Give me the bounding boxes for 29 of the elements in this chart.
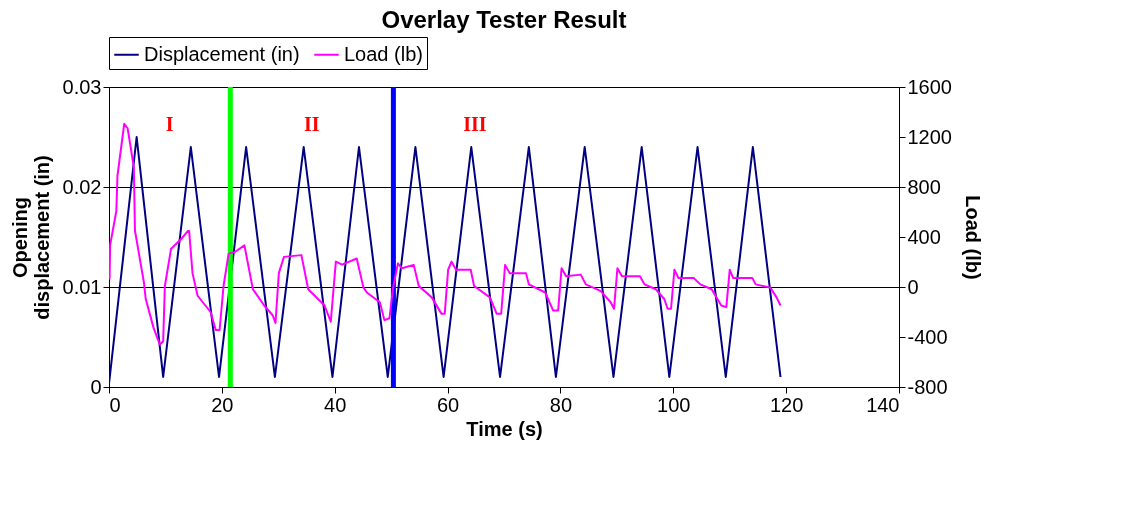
y-tick-label: 0.03 bbox=[62, 75, 102, 98]
annotation: III bbox=[463, 113, 487, 135]
x-axis-title: Time (s) bbox=[466, 417, 543, 440]
x-tick-label: 20 bbox=[211, 393, 234, 416]
y-tick-label: 0.01 bbox=[62, 275, 102, 298]
x-tick-label: 140 bbox=[866, 393, 900, 416]
x-tick-label: 40 bbox=[324, 393, 347, 416]
legend-label: Displacement (in) bbox=[144, 42, 300, 65]
y-tick-label: 0.02 bbox=[62, 175, 102, 198]
annotation: I bbox=[165, 113, 174, 135]
y2-tick-label: 0 bbox=[907, 275, 919, 298]
y2-tick-label: -800 bbox=[907, 375, 948, 398]
x-tick-label: 0 bbox=[109, 393, 121, 416]
x-tick-label: 80 bbox=[549, 393, 573, 416]
x-tick-label: 100 bbox=[657, 393, 691, 416]
y2-tick-label: 800 bbox=[907, 175, 941, 198]
chart-title: Overlay Tester Result bbox=[381, 5, 627, 33]
line-series bbox=[109, 136, 782, 385]
y2-tick-label: 400 bbox=[907, 225, 941, 248]
x-tick-label: 120 bbox=[769, 393, 804, 416]
x-tick-label: 60 bbox=[436, 393, 460, 416]
y-axis-title: Opening displacement (in) bbox=[8, 155, 53, 320]
annotation: II bbox=[304, 113, 320, 135]
y2-axis-title: Load (lb) bbox=[961, 195, 984, 280]
y2-tick-label: -400 bbox=[907, 325, 948, 348]
legend-label: Load (lb) bbox=[344, 42, 423, 65]
y2-tick-label: 1600 bbox=[907, 75, 952, 98]
y2-tick-label: 1200 bbox=[907, 125, 952, 148]
y-tick-label: 0 bbox=[90, 375, 102, 398]
